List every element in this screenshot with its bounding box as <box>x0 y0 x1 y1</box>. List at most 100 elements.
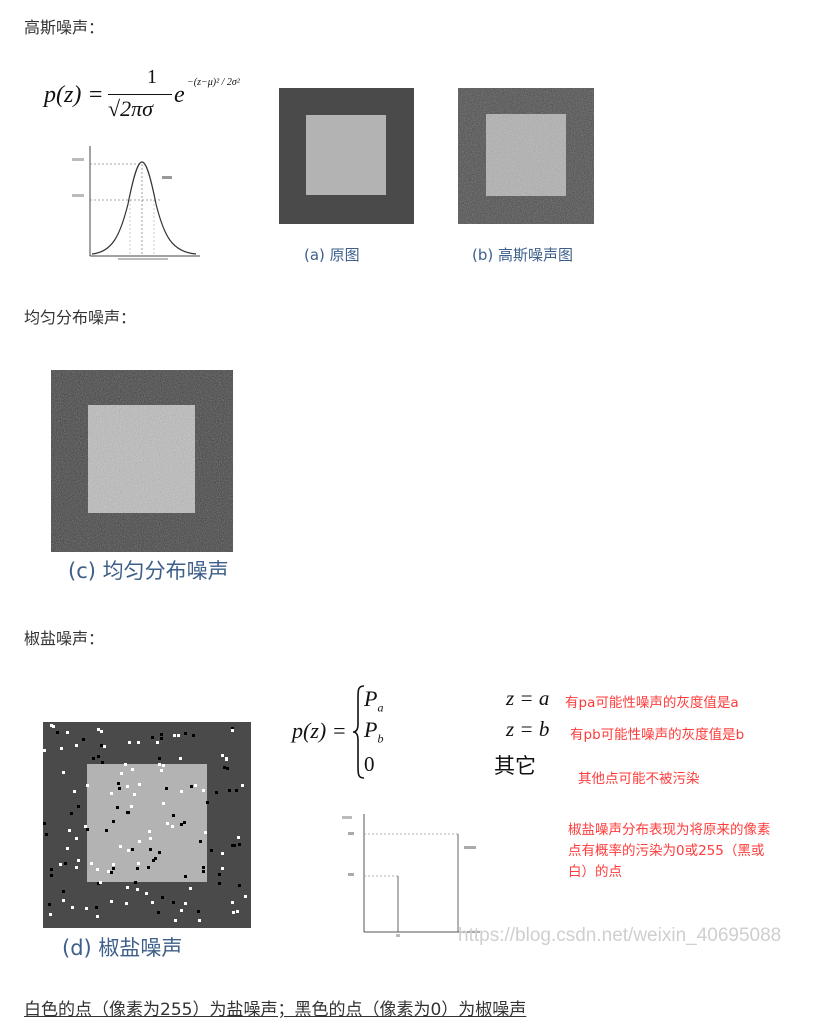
noise-dot <box>70 812 73 815</box>
brace-icon <box>352 685 365 779</box>
noise-dot <box>158 757 161 760</box>
note-distribution-line1: 椒盐噪声分布表现为将原来的像素 <box>568 822 771 838</box>
caption-a: (a) 原图 <box>304 246 360 264</box>
noise-dot <box>154 857 157 860</box>
noise-dot <box>125 902 128 905</box>
uniform-noise-texture <box>51 370 233 552</box>
noise-dot <box>174 919 177 922</box>
noise-dot <box>124 763 127 766</box>
noise-dot <box>166 822 169 825</box>
uniform-heading: 均匀分布噪声： <box>24 308 137 327</box>
case2-condition: z = b <box>506 717 550 741</box>
note-distribution-line2: 点有概率的污染为0或255（黑或 <box>568 843 765 859</box>
caption-b: (b) 高斯噪声图 <box>472 246 573 264</box>
noise-dot <box>50 868 53 871</box>
noise-dot <box>161 896 164 899</box>
case2-value: Pb <box>364 717 383 746</box>
fraction-bar <box>108 94 172 95</box>
noise-dot <box>71 906 74 909</box>
noise-dot <box>112 867 115 870</box>
noise-dot <box>149 837 152 840</box>
noise-dot <box>218 882 221 885</box>
salt-pepper-formula: p(z) = Pa Pb 0 z = a z = b 其它 <box>292 684 562 784</box>
watermark: https://blog.csdn.net/weixin_40695088 <box>458 925 782 946</box>
noise-dot <box>225 758 228 761</box>
noise-dot <box>172 814 175 817</box>
noise-dot <box>221 867 224 870</box>
noise-dot <box>120 772 123 775</box>
noise-dot <box>136 888 139 891</box>
noise-dot <box>241 784 244 787</box>
noise-dot <box>158 763 161 766</box>
noise-dot <box>127 811 130 814</box>
noise-dot <box>131 768 134 771</box>
salt-pepper-image <box>43 722 251 928</box>
noise-dot <box>64 862 67 865</box>
noise-dot <box>59 863 62 866</box>
noise-dot <box>134 881 137 884</box>
noise-dot <box>56 731 59 734</box>
noise-dot <box>210 849 213 852</box>
noise-dot <box>116 806 119 809</box>
noise-dot <box>96 868 99 871</box>
noise-dot <box>202 866 205 869</box>
note-distribution: 椒盐噪声分布表现为将原来的像素 点有概率的污染为0或255（黑或 白）的点 <box>568 820 771 883</box>
noise-dot <box>152 859 155 862</box>
noise-dot <box>137 862 140 865</box>
noise-dot <box>95 906 98 909</box>
noise-dot <box>244 895 247 898</box>
noise-dot <box>118 787 121 790</box>
noise-dot <box>160 737 163 740</box>
noise-dot <box>160 733 163 736</box>
noise-dot <box>77 859 80 862</box>
gaussian-noise-image <box>458 88 594 224</box>
noise-dot <box>62 771 65 774</box>
noise-dot <box>221 754 224 757</box>
noise-dot <box>117 782 120 785</box>
case3-condition: 其它 <box>494 754 536 778</box>
noise-dot <box>206 801 209 804</box>
case1-value: Pa <box>364 686 383 715</box>
noise-dot <box>75 744 78 747</box>
noise-dot <box>84 825 87 828</box>
noise-dot <box>160 769 163 772</box>
formula-denominator: √2πσ <box>108 96 153 121</box>
noise-dot <box>45 833 48 836</box>
noise-dot <box>75 866 78 869</box>
noise-dot <box>126 886 129 889</box>
noise-dot <box>238 843 241 846</box>
noise-dot <box>165 787 168 790</box>
noise-dot <box>171 825 174 828</box>
noise-dot <box>177 734 180 737</box>
noise-dot <box>112 820 115 823</box>
noise-dot <box>156 741 159 744</box>
noise-dot <box>231 729 234 732</box>
noise-dot <box>218 873 221 876</box>
noise-dot <box>198 919 201 922</box>
formula-numerator: 1 <box>147 66 157 88</box>
noise-dot <box>233 844 236 847</box>
noise-dot <box>180 909 183 912</box>
note-distribution-line3: 白）的点 <box>568 864 622 880</box>
noise-dot <box>231 727 234 730</box>
caption-c: (c) 均匀分布噪声 <box>68 559 229 583</box>
noise-dot <box>101 761 104 764</box>
noise-dot <box>184 875 187 878</box>
noise-dot <box>172 901 175 904</box>
case1-condition: z = a <box>506 686 550 710</box>
noise-dot <box>183 821 186 824</box>
noise-dot <box>145 892 148 895</box>
noise-dot <box>173 734 176 737</box>
noise-dot <box>97 882 100 885</box>
noise-dot <box>157 911 160 914</box>
original-image <box>279 88 414 224</box>
noise-dot <box>100 744 103 747</box>
noise-dot <box>237 836 240 839</box>
noise-dot <box>228 789 231 792</box>
noise-dot <box>66 847 69 850</box>
uniform-noise-image <box>51 370 233 552</box>
noise-dot <box>119 845 122 848</box>
noise-dot <box>204 831 207 834</box>
noise-dot <box>180 823 183 826</box>
noise-dot <box>130 805 133 808</box>
